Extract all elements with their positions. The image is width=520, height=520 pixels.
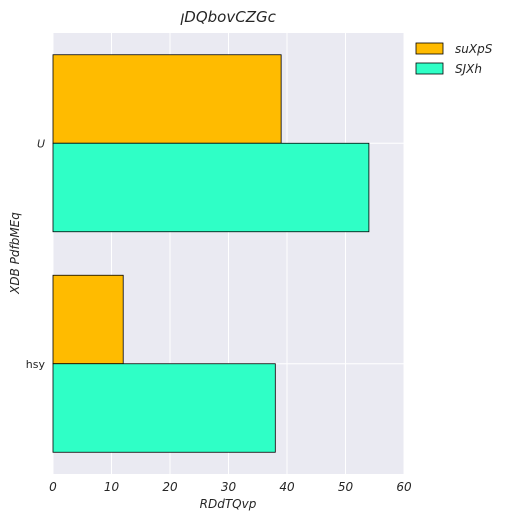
x-tick-label-2: 20 <box>162 480 178 494</box>
legend-swatch-0 <box>415 42 444 55</box>
bar-suXpS-hsy <box>52 274 124 365</box>
x-axis-label: RDdTQvp <box>200 497 257 511</box>
x-tick-label-4: 40 <box>279 480 295 494</box>
bar-SJXh-hsy <box>52 363 276 453</box>
legend-label-1: SJXh <box>455 62 482 76</box>
bar-suXpS-U <box>52 54 282 144</box>
bar-SJXh-U <box>52 142 370 233</box>
x-tick-label-3: 30 <box>221 480 237 494</box>
x-axis-ticks: 0 10 20 30 40 50 60 <box>49 480 412 494</box>
bars <box>52 54 370 453</box>
y-tick-label-0: U <box>37 137 45 150</box>
y-tick-label-1: hsy <box>26 358 46 371</box>
legend-label-0: suXpS <box>455 42 493 56</box>
x-tick-label-1: 10 <box>104 480 120 494</box>
chart-title: ꞁDQbovCZGc <box>180 8 276 26</box>
legend: suXpS SJXh <box>415 42 493 76</box>
legend-swatch-1 <box>415 62 444 75</box>
x-tick-label-5: 50 <box>338 480 354 494</box>
x-tick-label-6: 60 <box>396 480 412 494</box>
x-tick-label-0: 0 <box>49 480 57 494</box>
y-axis-label: XDB PdfbMEq <box>8 212 22 295</box>
